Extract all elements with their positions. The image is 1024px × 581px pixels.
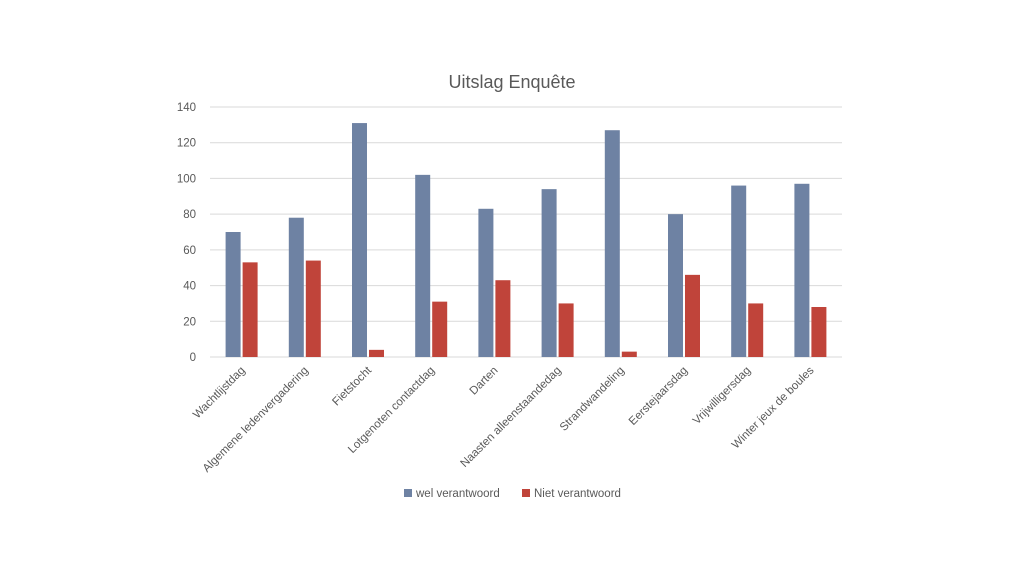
bar-niet-verantwoord	[621, 351, 637, 357]
gridlines	[210, 106, 842, 358]
bar-niet-verantwoord	[685, 274, 700, 357]
x-tick-label: Eerstejaarsdag	[627, 365, 690, 428]
bar-wel-verantwoord	[794, 183, 810, 357]
y-tick-label: 60	[183, 245, 196, 257]
bar-niet-verantwoord	[748, 303, 764, 357]
bar-wel-verantwoord	[415, 174, 431, 357]
x-tick-label: Naasten alleenstaandedag	[458, 365, 563, 470]
y-tick-label: 100	[177, 173, 196, 185]
legend-swatch	[522, 489, 530, 497]
x-tick-label: Strandwandeling	[558, 365, 627, 434]
bar-niet-verantwoord	[305, 260, 321, 357]
bar-niet-verantwoord	[558, 303, 574, 357]
legend-label: Niet verantwoord	[534, 488, 621, 500]
legend-label: wel verantwoord	[415, 488, 500, 500]
y-tick-label: 0	[190, 352, 196, 364]
bar-wel-verantwoord	[731, 185, 747, 357]
bar-wel-verantwoord	[478, 208, 494, 357]
bar-niet-verantwoord	[811, 307, 827, 357]
x-tick-label: Algemene ledenvergadering	[201, 365, 311, 475]
bar-wel-verantwoord	[541, 189, 557, 357]
y-tick-label: 40	[183, 281, 196, 293]
bar-niet-verantwoord	[432, 301, 448, 357]
bar-niet-verantwoord	[495, 280, 511, 357]
legend: wel verantwoord Niet verantwoord	[404, 488, 621, 500]
y-axis-ticks: 0 20 40 60 80 100 120 140	[177, 102, 196, 364]
y-tick-label: 120	[177, 138, 196, 150]
bar-wel-verantwoord	[352, 123, 367, 357]
bar-niet-verantwoord	[242, 262, 258, 357]
bars	[225, 123, 827, 357]
bar-wel-verantwoord	[604, 130, 620, 357]
y-tick-label: 20	[183, 316, 196, 328]
bar-wel-verantwoord	[225, 232, 241, 357]
y-tick-label: 80	[183, 209, 196, 221]
bar-wel-verantwoord	[668, 214, 683, 357]
x-tick-label: Fietstocht	[330, 364, 374, 408]
bar-niet-verantwoord	[369, 349, 384, 357]
legend-swatch	[404, 489, 412, 497]
x-tick-label: Vrijwilligersdag	[691, 365, 753, 427]
bar-wel-verantwoord	[288, 217, 304, 357]
x-tick-label: Darten	[468, 365, 501, 398]
chart-title: Uitslag Enquête	[448, 72, 575, 92]
y-tick-label: 140	[177, 102, 196, 114]
x-tick-label: Wachtlijstdag	[191, 365, 248, 422]
